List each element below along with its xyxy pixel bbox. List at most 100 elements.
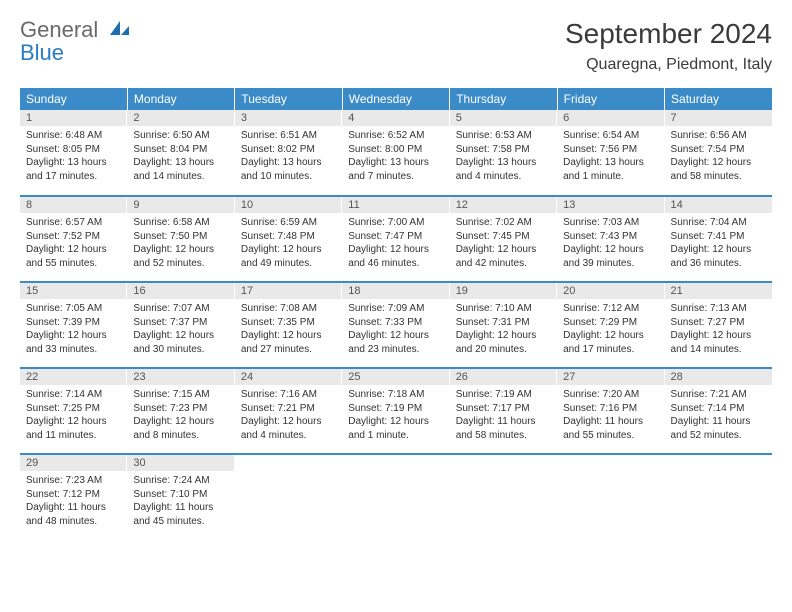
info-ss: Sunset: 7:47 PM: [348, 230, 443, 244]
day-header-row: Sunday Monday Tuesday Wednesday Thursday…: [20, 88, 772, 110]
info-dl2: and 10 minutes.: [241, 170, 336, 184]
info-sr: Sunrise: 7:19 AM: [456, 388, 551, 402]
day-info: Sunrise: 7:23 AMSunset: 7:12 PMDaylight:…: [20, 471, 127, 532]
day-number: 17: [235, 283, 342, 299]
calendar-cell: 28 Sunrise: 7:21 AMSunset: 7:14 PMDayligh…: [665, 368, 772, 454]
info-ss: Sunset: 7:25 PM: [26, 402, 121, 416]
day-number: 9: [127, 197, 234, 213]
day-number: 30: [127, 455, 234, 471]
info-dl2: and 7 minutes.: [348, 170, 443, 184]
info-dl1: Daylight: 12 hours: [456, 243, 551, 257]
logo-sail-icon: [108, 18, 130, 41]
day-number: 19: [450, 283, 557, 299]
info-ss: Sunset: 8:04 PM: [133, 143, 228, 157]
day-number: 8: [20, 197, 127, 213]
info-sr: Sunrise: 7:16 AM: [241, 388, 336, 402]
info-sr: Sunrise: 7:09 AM: [348, 302, 443, 316]
info-dl1: Daylight: 12 hours: [241, 415, 336, 429]
info-dl1: Daylight: 12 hours: [348, 243, 443, 257]
day-number: 5: [450, 110, 557, 126]
day-info: Sunrise: 7:07 AMSunset: 7:37 PMDaylight:…: [127, 299, 234, 360]
day-info: Sunrise: 7:24 AMSunset: 7:10 PMDaylight:…: [127, 471, 234, 532]
day-number: 27: [557, 369, 664, 385]
info-dl2: and 42 minutes.: [456, 257, 551, 271]
page-title: September 2024: [565, 18, 772, 50]
day-info: Sunrise: 6:57 AMSunset: 7:52 PMDaylight:…: [20, 213, 127, 274]
calendar-cell: 9Sunrise: 6:58 AMSunset: 7:50 PMDaylight…: [127, 196, 234, 282]
info-ss: Sunset: 7:45 PM: [456, 230, 551, 244]
day-number: 28: [665, 369, 772, 385]
calendar-table: Sunday Monday Tuesday Wednesday Thursday…: [20, 88, 772, 540]
info-sr: Sunrise: 6:51 AM: [241, 129, 336, 143]
calendar-row: 29Sunrise: 7:23 AMSunset: 7:12 PMDayligh…: [20, 454, 772, 540]
info-ss: Sunset: 7:37 PM: [133, 316, 228, 330]
info-ss: Sunset: 7:39 PM: [26, 316, 121, 330]
day-head-wed: Wednesday: [342, 88, 449, 110]
day-number: 10: [235, 197, 342, 213]
calendar-cell: 12Sunrise: 7:02 AMSunset: 7:45 PMDayligh…: [450, 196, 557, 282]
info-dl1: Daylight: 11 hours: [563, 415, 658, 429]
day-head-tue: Tuesday: [235, 88, 342, 110]
calendar-row: 1Sunrise: 6:48 AMSunset: 8:05 PMDaylight…: [20, 110, 772, 196]
info-ss: Sunset: 7:17 PM: [456, 402, 551, 416]
day-number: 11: [342, 197, 449, 213]
day-info: Sunrise: 6:58 AMSunset: 7:50 PMDaylight:…: [127, 213, 234, 274]
calendar-cell: 21Sunrise: 7:13 AMSunset: 7:27 PMDayligh…: [665, 282, 772, 368]
info-dl2: and 8 minutes.: [133, 429, 228, 443]
info-dl1: Daylight: 12 hours: [456, 329, 551, 343]
info-sr: Sunrise: 6:58 AM: [133, 216, 228, 230]
info-ss: Sunset: 8:05 PM: [26, 143, 121, 157]
info-dl2: and 48 minutes.: [26, 515, 121, 529]
calendar-cell: 18Sunrise: 7:09 AMSunset: 7:33 PMDayligh…: [342, 282, 449, 368]
info-dl2: and 52 minutes.: [671, 429, 766, 443]
day-info: Sunrise: 7:13 AMSunset: 7:27 PMDaylight:…: [665, 299, 772, 360]
info-dl2: and 4 minutes.: [456, 170, 551, 184]
day-info: Sunrise: 6:56 AMSunset: 7:54 PMDaylight:…: [665, 126, 772, 187]
info-dl2: and 49 minutes.: [241, 257, 336, 271]
info-ss: Sunset: 7:33 PM: [348, 316, 443, 330]
info-dl2: and 11 minutes.: [26, 429, 121, 443]
day-info: Sunrise: 7:03 AMSunset: 7:43 PMDaylight:…: [557, 213, 664, 274]
calendar-cell: 15Sunrise: 7:05 AMSunset: 7:39 PMDayligh…: [20, 282, 127, 368]
day-number: 22: [20, 369, 127, 385]
info-ss: Sunset: 7:31 PM: [456, 316, 551, 330]
info-dl1: Daylight: 13 hours: [133, 156, 228, 170]
info-ss: Sunset: 7:54 PM: [671, 143, 766, 157]
info-dl1: Daylight: 12 hours: [133, 243, 228, 257]
info-dl1: Daylight: 13 hours: [456, 156, 551, 170]
day-number: 20: [557, 283, 664, 299]
info-dl1: Daylight: 11 hours: [671, 415, 766, 429]
day-info: Sunrise: 6:51 AMSunset: 8:02 PMDaylight:…: [235, 126, 342, 187]
info-sr: Sunrise: 7:23 AM: [26, 474, 121, 488]
info-dl2: and 52 minutes.: [133, 257, 228, 271]
calendar-cell: 19Sunrise: 7:10 AMSunset: 7:31 PMDayligh…: [450, 282, 557, 368]
info-dl1: Daylight: 11 hours: [26, 501, 121, 515]
info-dl2: and 20 minutes.: [456, 343, 551, 357]
info-dl1: Daylight: 12 hours: [26, 329, 121, 343]
calendar-cell: 13Sunrise: 7:03 AMSunset: 7:43 PMDayligh…: [557, 196, 664, 282]
info-ss: Sunset: 7:41 PM: [671, 230, 766, 244]
info-dl1: Daylight: 13 hours: [26, 156, 121, 170]
day-number: 16: [127, 283, 234, 299]
calendar-cell: 8Sunrise: 6:57 AMSunset: 7:52 PMDaylight…: [20, 196, 127, 282]
day-number: 29: [20, 455, 127, 471]
info-sr: Sunrise: 7:21 AM: [671, 388, 766, 402]
info-sr: Sunrise: 7:08 AM: [241, 302, 336, 316]
info-sr: Sunrise: 7:02 AM: [456, 216, 551, 230]
day-info: Sunrise: 7:09 AMSunset: 7:33 PMDaylight:…: [342, 299, 449, 360]
info-ss: Sunset: 7:14 PM: [671, 402, 766, 416]
day-info: Sunrise: 7:19 AMSunset: 7:17 PMDaylight:…: [450, 385, 557, 446]
calendar-cell: 14Sunrise: 7:04 AMSunset: 7:41 PMDayligh…: [665, 196, 772, 282]
day-head-fri: Friday: [557, 88, 664, 110]
info-ss: Sunset: 7:56 PM: [563, 143, 658, 157]
info-ss: Sunset: 7:10 PM: [133, 488, 228, 502]
info-ss: Sunset: 7:48 PM: [241, 230, 336, 244]
day-number: 15: [20, 283, 127, 299]
info-dl2: and 17 minutes.: [563, 343, 658, 357]
info-dl2: and 1 minute.: [563, 170, 658, 184]
day-number: 14: [665, 197, 772, 213]
day-info: Sunrise: 6:59 AMSunset: 7:48 PMDaylight:…: [235, 213, 342, 274]
info-sr: Sunrise: 7:24 AM: [133, 474, 228, 488]
calendar-cell: 17Sunrise: 7:08 AMSunset: 7:35 PMDayligh…: [235, 282, 342, 368]
info-ss: Sunset: 7:50 PM: [133, 230, 228, 244]
